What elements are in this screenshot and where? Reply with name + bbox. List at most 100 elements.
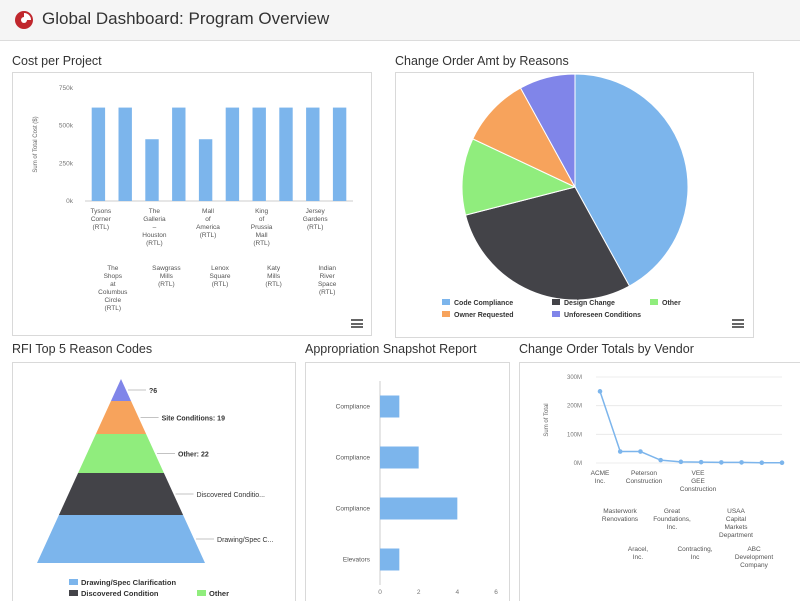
bar <box>252 107 266 201</box>
bar <box>198 139 213 201</box>
x-tick-label: Mall of America (RTL) <box>196 208 220 239</box>
pie-slice <box>464 186 631 301</box>
y-tick-label: 0k <box>66 198 74 205</box>
pyramid-segment <box>95 401 147 434</box>
x-tick-label: ACME Inc. <box>591 470 610 485</box>
data-point <box>739 460 744 465</box>
chart-menu-icon[interactable] <box>351 319 363 328</box>
x-tick-label: Peterson Construction <box>626 470 663 485</box>
bar <box>225 107 240 201</box>
legend-label: Unforeseen Conditions <box>564 312 641 319</box>
bar <box>145 139 159 201</box>
pyramid-label: Other: 22 <box>178 452 209 459</box>
bar <box>332 107 347 201</box>
legend-swatch <box>552 311 560 317</box>
x-tick-label: Contracting, Inc <box>677 546 712 561</box>
x-tick-label: Indian River Space (RTL) <box>318 265 337 296</box>
y-tick-label: Elevators <box>343 557 371 564</box>
x-tick-label: USAA Capital Markets Department <box>719 508 753 539</box>
legend-label: Discovered Condition <box>81 589 159 598</box>
x-tick-label: 0 <box>378 589 382 596</box>
legend-swatch <box>650 299 658 305</box>
y-axis-label: Sum of Total Cost ($) <box>33 116 39 172</box>
pyramid-segment <box>78 434 164 473</box>
legend-label: Code Compliance <box>454 300 513 307</box>
legend-swatch <box>69 579 78 585</box>
y-axis-label: Sum of Total <box>544 403 550 436</box>
rfi-chart-card: ?6 Site Conditions: 19 Other: 22 Discovered… <box>12 362 296 601</box>
vendor-panel-title: Change Order Totals by Vendor <box>519 342 694 356</box>
pyramid-label: Site Conditions: 19 <box>162 416 226 423</box>
x-tick-label: VEE GEE Construction <box>680 470 717 493</box>
cost-chart-card: 0k 250k 500k 750k Sum of Total Cost ($) Tyson… <box>12 72 372 336</box>
bar <box>380 395 400 418</box>
pyramid-segment <box>58 473 184 515</box>
y-tick-label: 100M <box>567 432 582 438</box>
data-point <box>719 460 724 465</box>
bar <box>118 107 132 201</box>
x-tick-label: Sawgrass Mills (RTL) <box>152 265 181 288</box>
change-reasons-chart-card: Code Compliance Design Change Other Owner R… <box>395 72 754 338</box>
pyramid-segment <box>37 515 205 563</box>
y-tick-label: Compliance <box>336 455 371 462</box>
data-point <box>698 459 704 465</box>
vendor-chart-card: 0M 100M 200M 300M Sum of Total ACME Inc. Peters… <box>519 362 800 601</box>
pie-slice <box>519 73 576 188</box>
x-tick-label: 2 <box>417 589 421 596</box>
change-order-pie-chart: Code Compliance Design Change Other Owner R… <box>442 73 689 319</box>
x-tick-label: Aracel, Inc. <box>628 546 648 561</box>
y-tick-label: 250k <box>59 160 74 167</box>
x-tick-label: ABC Development Company <box>735 546 773 569</box>
data-point <box>779 460 785 466</box>
legend-label: Other <box>209 589 229 598</box>
change-reasons-panel-title: Change Order Amt by Reasons <box>395 54 569 68</box>
x-tick-label: Masterwork Renovations <box>602 508 639 523</box>
data-point <box>658 457 663 463</box>
x-tick-label: The Galleria – Houston (RTL) <box>142 208 167 247</box>
legend-swatch <box>197 590 206 596</box>
bar <box>380 497 458 520</box>
bar <box>279 107 293 201</box>
vendor-line-chart: 0M 100M 200M 300M Sum of Total ACME Inc. Peters… <box>544 375 785 569</box>
x-tick-label: Great Foundations, Inc. <box>653 508 691 531</box>
x-tick-label: King of Prussia Mall (RTL) <box>251 208 273 247</box>
cost-panel-title: Cost per Project <box>12 54 102 68</box>
y-tick-label: 300M <box>567 375 582 381</box>
data-point <box>759 460 765 466</box>
pyramid-label: Discovered Conditio... <box>197 492 266 499</box>
x-tick-label: 6 <box>494 589 498 596</box>
pie-logo-icon <box>15 11 33 29</box>
bar <box>91 107 106 201</box>
appropriation-bar-chart: 0 2 4 6 Compliance Compliance Compliance Elevat… <box>336 381 498 596</box>
x-tick-label: The Shops at Columbus Circle (RTL) <box>98 265 128 312</box>
legend-swatch <box>442 299 450 305</box>
y-tick-label: 500k <box>59 123 74 130</box>
data-point <box>638 449 643 454</box>
y-tick-label: 0M <box>574 461 582 467</box>
cost-per-project-chart: 0k 250k 500k 750k Sum of Total Cost ($) Tyson… <box>33 85 353 312</box>
legend-swatch <box>442 311 450 317</box>
legend-swatch <box>552 299 560 305</box>
legend-label: Drawing/Spec Clarification <box>81 578 176 587</box>
x-tick-label: Jersey Gardens (RTL) <box>303 208 329 231</box>
data-point <box>597 389 603 394</box>
y-tick-label: 200M <box>567 404 582 410</box>
pyramid-segment <box>110 379 132 401</box>
bar <box>380 446 419 469</box>
series-line <box>599 391 782 464</box>
rfi-panel-title: RFI Top 5 Reason Codes <box>12 342 153 356</box>
x-tick-label: Katy Mills (RTL) <box>265 265 282 288</box>
legend-label: Owner Requested <box>454 312 514 319</box>
chart-menu-icon[interactable] <box>732 319 744 328</box>
y-tick-label: Compliance <box>336 506 371 513</box>
pie-slice <box>574 73 689 287</box>
bar <box>306 107 320 201</box>
data-point <box>617 449 623 454</box>
appropriation-panel-title: Appropriation Snapshot Report <box>305 342 477 356</box>
legend-label: Design Change <box>564 300 615 307</box>
data-point <box>678 459 684 465</box>
x-tick-label: Lenox Square (RTL) <box>210 265 231 288</box>
appropriation-chart-card: 0 2 4 6 Compliance Compliance Compliance Elevat… <box>305 362 510 601</box>
page-title: Global Dashboard: Program Overview <box>42 9 330 28</box>
legend-label: Other <box>662 300 681 307</box>
